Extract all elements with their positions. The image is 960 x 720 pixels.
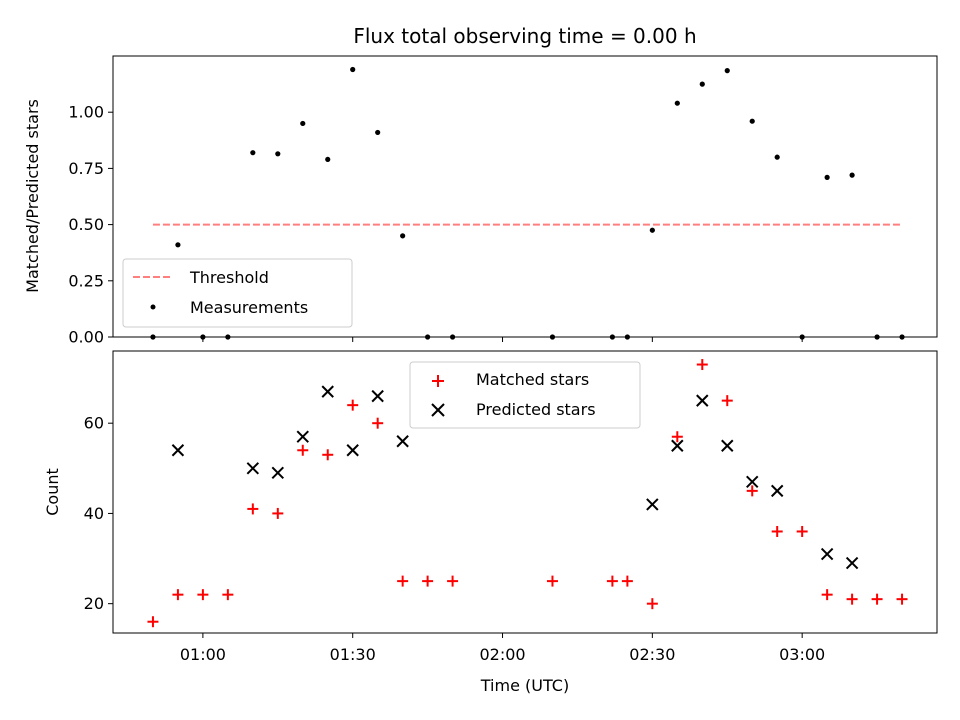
count-x-tick-label: 02:00 — [479, 645, 525, 664]
matched-star-point — [896, 593, 908, 605]
predicted-star-point — [820, 547, 834, 561]
measurement-point — [325, 156, 331, 163]
predicted-star-point — [721, 439, 734, 452]
chart-title: Flux total observing time = 0.00 h — [353, 24, 696, 48]
predicted-star-point — [296, 430, 309, 443]
ratio-y-ticks: 0.00 0.25 0.50 0.75 1.00 — [68, 103, 113, 347]
matched-star-point — [372, 417, 384, 429]
matched-star-point — [272, 507, 284, 519]
matched-star-point — [447, 575, 459, 587]
ratio-y-tick-label: 0.75 — [68, 159, 104, 178]
measurement-point — [649, 227, 655, 233]
ratio-y-tick-label: 0.25 — [68, 271, 104, 290]
predicted-star-point — [321, 385, 334, 398]
ratio-axes-frame — [112, 55, 938, 338]
matched-star-point — [696, 359, 708, 371]
matched-star-point — [846, 593, 858, 605]
ratio-legend: Threshold Measurements — [122, 258, 353, 328]
matched-star-point — [646, 598, 658, 610]
matched-star-point — [172, 589, 184, 601]
matched-star-point — [422, 575, 434, 587]
count-legend: Matched stars Predicted stars — [409, 361, 641, 429]
count-y-ticks: 20 40 60 — [84, 414, 113, 613]
matched-star-point — [796, 525, 808, 537]
predicted-star-point — [271, 466, 285, 480]
predicted-star-point — [246, 462, 260, 475]
matched-star-point — [347, 399, 359, 411]
y-axis-label-ratio: Matched/Predicted stars — [23, 99, 42, 293]
matched-star-point — [671, 431, 683, 443]
measurement-point — [674, 100, 680, 106]
ratio-y-tick-label: 0.00 — [68, 328, 104, 347]
predicted-star-point — [171, 444, 185, 457]
count-y-tick-label: 40 — [84, 504, 104, 523]
predicted-star-point — [770, 484, 784, 498]
ratio-x-ticks — [202, 337, 803, 342]
measurement-point — [275, 151, 281, 157]
predicted-star-point — [696, 394, 709, 407]
measurements-legend-label: Measurements — [190, 298, 308, 317]
ratio-y-tick-label: 1.00 — [68, 103, 104, 122]
matched-star-point — [297, 444, 309, 456]
matched-star-point — [322, 449, 334, 461]
matched-star-point — [721, 395, 733, 407]
matched-star-point — [871, 593, 883, 605]
count-x-tick-label: 01:30 — [330, 645, 376, 664]
y-axis-label-count: Count — [43, 468, 62, 516]
matched-star-point — [621, 575, 633, 587]
count-y-tick-label: 60 — [84, 414, 104, 433]
measurement-point — [724, 68, 730, 74]
measurement-point — [849, 172, 855, 178]
predicted-legend-swatch — [431, 403, 445, 417]
measurement-point — [699, 81, 705, 87]
matched-star-point — [606, 575, 618, 587]
measurement-point — [175, 242, 181, 248]
measurement-point — [749, 118, 755, 124]
measurements-legend-swatch — [150, 304, 156, 310]
count-x-tick-label: 03:00 — [779, 645, 825, 664]
measurement-point — [774, 154, 780, 160]
matched-star-point — [771, 525, 783, 537]
count-axes-frame — [112, 350, 938, 634]
matched-star-point — [546, 575, 558, 587]
ratio-panel: Flux total observing time = 0.00 h Match… — [23, 24, 938, 347]
predicted-legend-label: Predicted stars — [476, 400, 596, 419]
predicted-star-point — [346, 444, 359, 457]
measurement-point — [350, 66, 356, 73]
measurement-point — [824, 174, 830, 180]
count-y-tick-label: 20 — [84, 594, 104, 613]
measurement-point — [375, 129, 381, 136]
predicted-star-point — [646, 498, 659, 511]
predicted-star-point — [371, 389, 384, 403]
ratio-y-tick-label: 0.50 — [68, 215, 104, 234]
predicted-star-point — [671, 439, 684, 452]
ratio-legend-box — [122, 258, 353, 328]
matched-star-point — [247, 503, 259, 515]
matched-star-point — [397, 575, 409, 587]
measurement-point — [300, 120, 306, 127]
count-plot-area — [147, 359, 908, 628]
matched-star-point — [147, 616, 159, 628]
matched-star-point — [821, 589, 833, 601]
matched-star-point — [197, 589, 209, 601]
predicted-star-point — [746, 475, 759, 489]
count-x-tick-label: 02:30 — [629, 645, 675, 664]
measurement-point — [250, 150, 256, 156]
matched-star-point — [222, 589, 234, 601]
predicted-star-point — [845, 556, 859, 570]
count-legend-box — [409, 361, 641, 429]
matched-star-point — [746, 485, 758, 497]
x-axis-label: Time (UTC) — [480, 676, 569, 695]
threshold-legend-label: Threshold — [189, 268, 269, 287]
matched-legend-swatch — [432, 375, 444, 387]
matched-legend-label: Matched stars — [476, 370, 589, 389]
measurement-point — [400, 233, 406, 239]
count-x-tick-label: 01:00 — [180, 645, 226, 664]
count-x-ticks: 01:00 01:30 02:00 02:30 03:00 — [180, 633, 825, 664]
predicted-star-point — [396, 435, 409, 448]
